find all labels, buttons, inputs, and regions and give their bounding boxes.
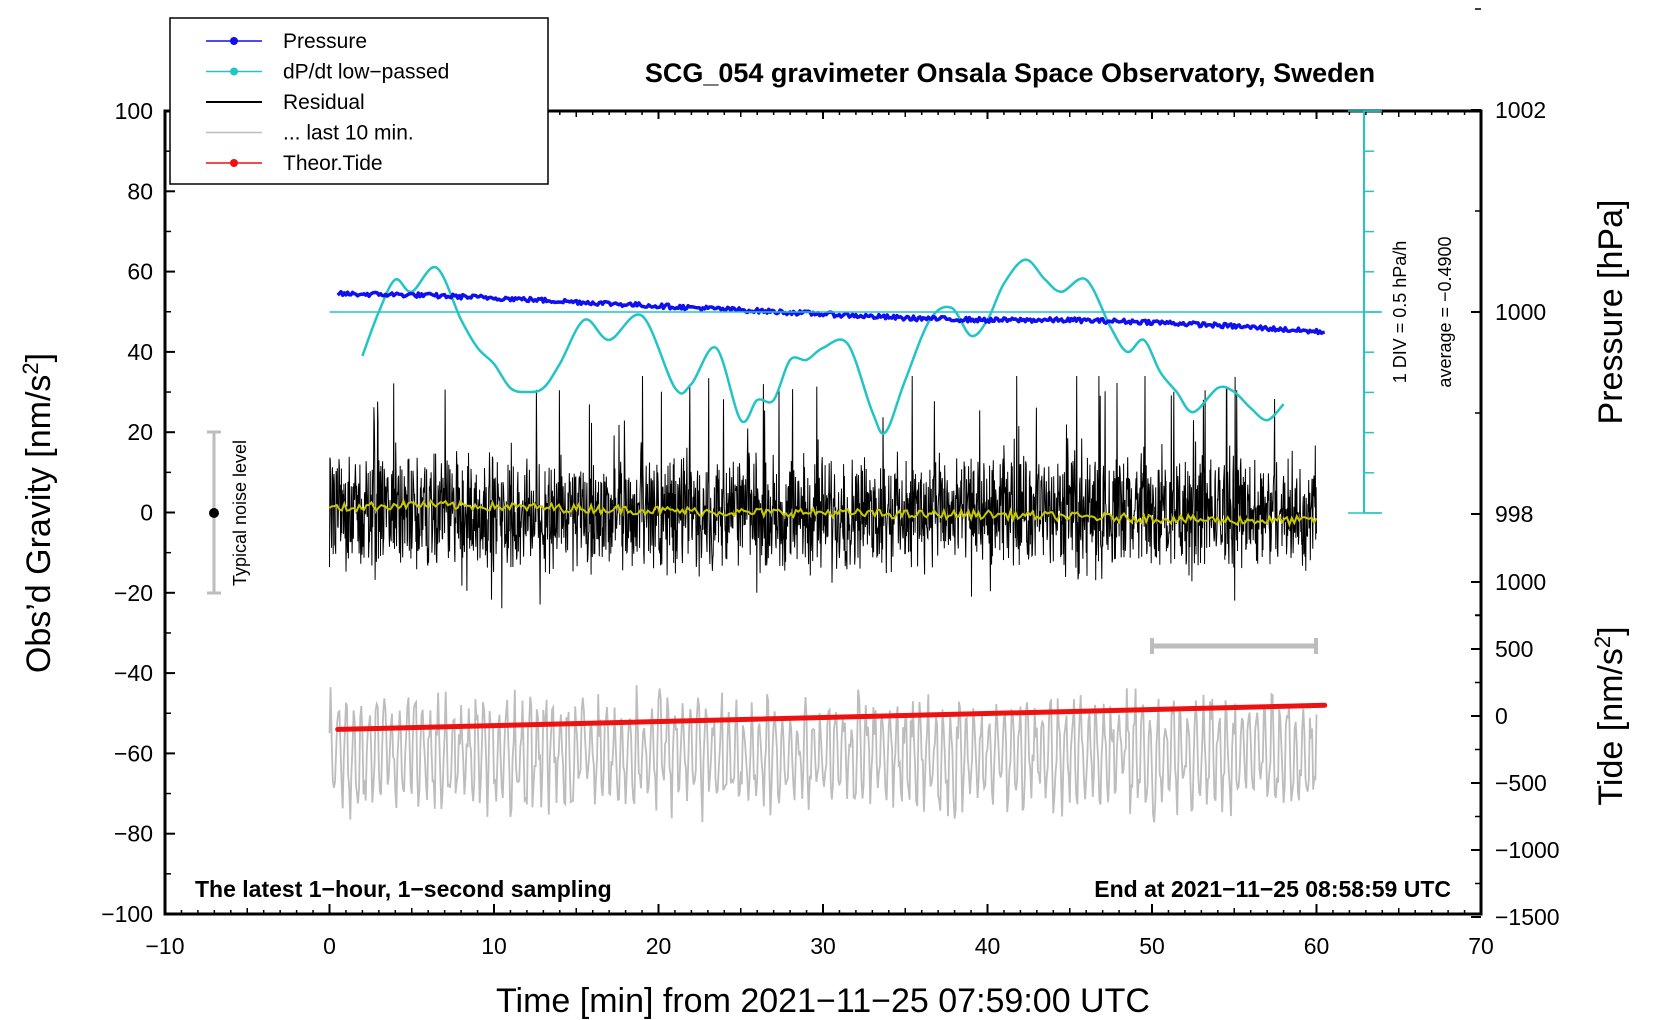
- y-tick-label: −40: [114, 660, 153, 686]
- legend-label-theor-tide: Theor.Tide: [283, 152, 383, 175]
- legend-label-pressure: Pressure: [283, 30, 367, 53]
- x-tick-label: 60: [1304, 933, 1330, 959]
- dpdt-line: [361, 258, 1285, 435]
- y-tick-label: −100: [101, 901, 153, 927]
- pressure-tick-label: 1000: [1495, 299, 1546, 325]
- y-axis-ticks: −100 −80 −60 −40 −20 0 20 40 60 80 100: [101, 98, 175, 927]
- last-10-min-series: [328, 685, 1318, 823]
- y-tick-label: 80: [127, 178, 153, 204]
- x-tick-label: 10: [481, 933, 507, 959]
- x-tick-label: −10: [145, 933, 184, 959]
- pressure-tick-label: 1002: [1495, 97, 1546, 123]
- y-tick-label: −80: [114, 821, 153, 847]
- dpdt-series: [361, 258, 1285, 435]
- tide-tick-label: −1000: [1495, 837, 1560, 863]
- dpdt-scale-bar: [329, 110, 1382, 514]
- legend-marker-pressure: [230, 37, 238, 45]
- residual-smoothed-line: [328, 497, 1318, 528]
- y-tick-label: −60: [114, 740, 153, 766]
- legend-label-dp-dt-low-passed: dP/dt low−passed: [283, 61, 449, 84]
- bottom-right-note: End at 2021−11−25 08:58:59 UTC: [1094, 876, 1451, 902]
- x-tick-label: 20: [646, 933, 672, 959]
- x-tick-label: 70: [1468, 933, 1494, 959]
- tide-tick-label: −1500: [1495, 904, 1560, 930]
- dpdt-average-label: average = −0.4900: [1435, 236, 1455, 387]
- x-axis-ticks: −10 0 10 20 30 40 50 60 70: [145, 111, 1494, 959]
- x-axis-title: Time [min] from 2021−11−25 07:59:00 UTC: [496, 982, 1150, 1020]
- y-tick-label: 40: [127, 339, 153, 365]
- tide-tick-label: 0: [1495, 703, 1508, 729]
- tide-line: [335, 702, 1328, 732]
- x-tick-label: 40: [975, 933, 1001, 959]
- last-10-min-bar: [1150, 638, 1318, 654]
- last-10-min-line: [328, 685, 1318, 823]
- tide-tick-label: 500: [1495, 636, 1533, 662]
- y-axis-title: Obs’d Gravity [nm/s2]: [18, 353, 59, 673]
- x-tick-label: 0: [323, 933, 336, 959]
- residual-series: [329, 375, 1317, 609]
- right-axis-ticks: 998 1000 1002 −1500 −1000 −500 0 500 1000: [1471, 8, 1560, 930]
- tide-tick-label: −500: [1495, 770, 1547, 796]
- pressure-axis-title: Pressure [hPa]: [1592, 200, 1630, 425]
- legend-label-last-10-min: ... last 10 min.: [283, 122, 414, 145]
- y-tick-label: −20: [114, 580, 153, 606]
- bottom-left-note: The latest 1−hour, 1−second sampling: [195, 876, 612, 902]
- legend-marker-dp-dt-low-passed: [230, 67, 238, 76]
- noise-level-label: Typical noise level: [230, 440, 250, 586]
- tide-axis-title: Tide [nm/s2]: [1590, 626, 1631, 805]
- residual-line: [329, 375, 1317, 609]
- theoretical-tide-series: [335, 702, 1328, 732]
- legend-label-residual: Residual: [283, 91, 365, 114]
- y-tick-label: 60: [127, 259, 153, 285]
- legend-marker-theor-tide: [230, 159, 238, 167]
- legend: Pressure dP/dt low−passed Residual ... last…: [169, 17, 549, 185]
- tide-tick-label: 1000: [1495, 569, 1546, 595]
- x-tick-label: 50: [1139, 933, 1165, 959]
- y-tick-label: 0: [140, 500, 153, 526]
- x-tick-label: 30: [810, 933, 836, 959]
- y-tick-label: 100: [115, 98, 153, 124]
- noise-level-bar: [207, 430, 221, 595]
- chart-title: SCG_054 gravimeter Onsala Space Observat…: [645, 58, 1375, 88]
- pressure-tick-label: 998: [1495, 501, 1533, 527]
- y-tick-label: 20: [127, 419, 153, 445]
- dpdt-div-label: 1 DIV = 0.5 hPa/h: [1390, 241, 1410, 384]
